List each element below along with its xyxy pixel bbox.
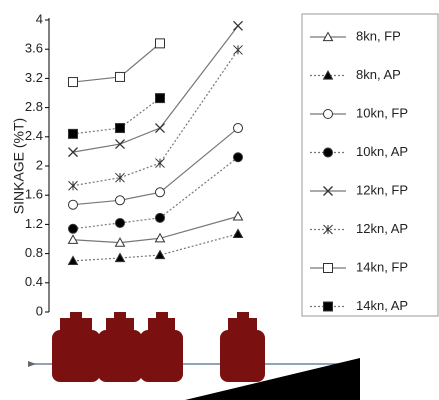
y-tick-label: 2.8 bbox=[25, 99, 43, 114]
series-line bbox=[72, 215, 239, 244]
legend-label: 14kn, AP bbox=[356, 298, 408, 313]
y-tick-label: 1.6 bbox=[25, 187, 43, 202]
legend-marker bbox=[323, 186, 333, 196]
y-tick-label: 3.6 bbox=[25, 41, 43, 56]
legend-marker bbox=[323, 301, 333, 312]
marker bbox=[114, 237, 126, 247]
marker bbox=[67, 234, 79, 244]
legend-marker bbox=[323, 224, 333, 235]
legend-label: 12kn, AP bbox=[356, 221, 408, 236]
marker bbox=[68, 180, 78, 191]
marker bbox=[155, 93, 165, 104]
marker bbox=[155, 212, 165, 223]
marker bbox=[155, 123, 165, 133]
marker bbox=[68, 77, 78, 88]
marker bbox=[114, 252, 126, 263]
y-tick-label: 0 bbox=[36, 303, 43, 318]
marker bbox=[115, 217, 125, 228]
marker bbox=[115, 139, 125, 150]
marker bbox=[155, 38, 165, 49]
marker bbox=[232, 228, 244, 238]
marker bbox=[232, 210, 244, 221]
legend-label: 8kn, AP bbox=[356, 67, 401, 82]
marker bbox=[68, 128, 78, 139]
legend-marker bbox=[322, 31, 334, 42]
series-line bbox=[72, 233, 239, 262]
series-line bbox=[72, 25, 239, 153]
y-tick-label: 2 bbox=[36, 157, 43, 172]
legend-marker bbox=[322, 69, 334, 80]
marker bbox=[155, 158, 165, 168]
series-line bbox=[72, 127, 239, 206]
marker bbox=[155, 187, 165, 198]
marker bbox=[154, 249, 166, 260]
y-tick-label: 2.4 bbox=[25, 128, 43, 143]
legend-label: 10kn, FP bbox=[356, 105, 408, 120]
marker bbox=[233, 152, 243, 163]
y-tick-label: 4 bbox=[36, 11, 43, 26]
marker bbox=[233, 123, 243, 134]
series-line bbox=[72, 156, 239, 230]
marker bbox=[68, 223, 78, 234]
marker bbox=[115, 195, 125, 206]
marker bbox=[154, 232, 166, 243]
series-line bbox=[72, 49, 239, 187]
marker bbox=[68, 147, 78, 158]
legend-label: 14kn, FP bbox=[356, 259, 408, 274]
marker bbox=[115, 71, 125, 82]
y-tick-label: 1.2 bbox=[25, 216, 43, 231]
legend-marker bbox=[323, 263, 333, 273]
ship-illustration bbox=[28, 312, 360, 400]
marker bbox=[233, 45, 243, 55]
legend-label: 10kn, AP bbox=[356, 144, 408, 159]
legend-marker bbox=[323, 109, 333, 119]
legend-label: 8kn, FP bbox=[356, 28, 401, 43]
marker bbox=[67, 255, 79, 265]
marker bbox=[115, 172, 125, 183]
series-line bbox=[72, 97, 161, 135]
legend-marker bbox=[323, 147, 333, 158]
y-tick-label: 0.8 bbox=[25, 245, 43, 260]
marker bbox=[115, 123, 125, 134]
legend-label: 12kn, FP bbox=[356, 182, 408, 197]
marker bbox=[233, 20, 243, 31]
y-tick-label: 3.2 bbox=[25, 70, 43, 85]
y-axis-title: SINKAGE (%T) bbox=[11, 118, 27, 214]
y-tick-label: 0.4 bbox=[25, 274, 43, 289]
marker bbox=[68, 199, 78, 210]
